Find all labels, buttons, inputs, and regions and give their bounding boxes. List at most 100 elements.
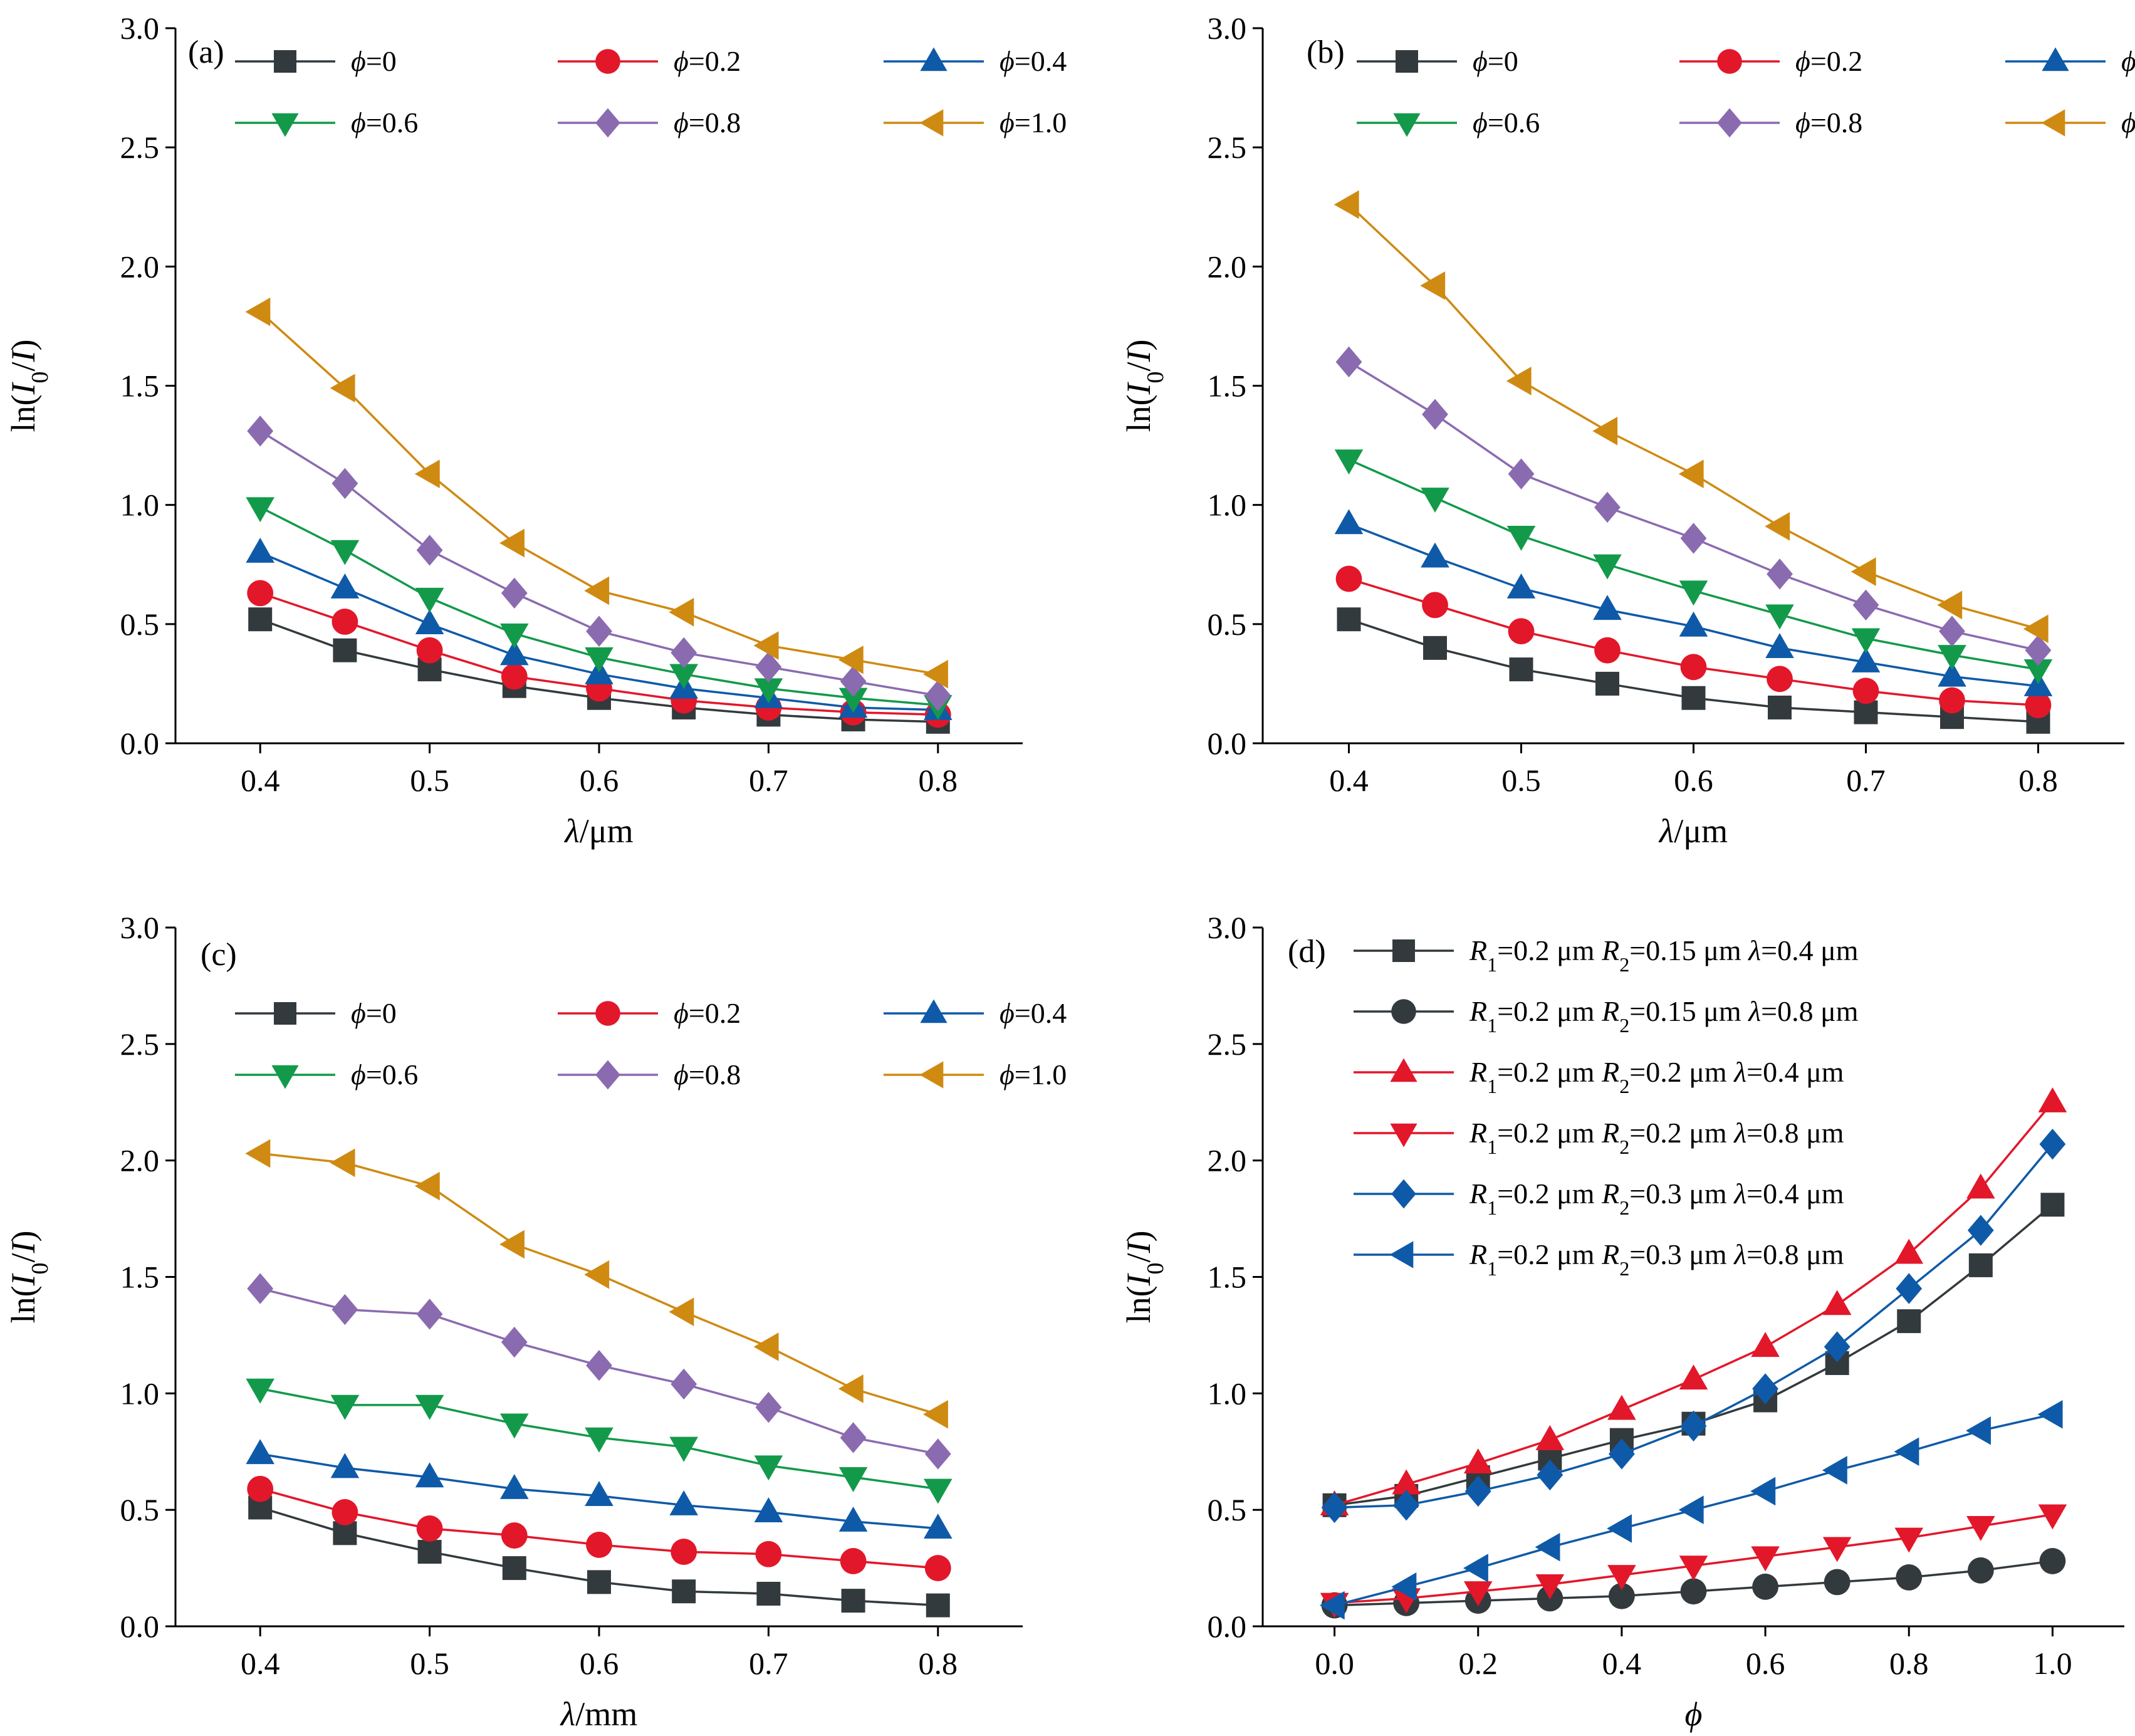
data-point	[1506, 367, 1532, 395]
data-point	[247, 1273, 274, 1304]
text-span: ln(	[4, 394, 42, 432]
data-point	[1937, 590, 1963, 620]
text-span: =0.15 μm	[1629, 934, 1748, 966]
legend-marker	[1392, 939, 1415, 962]
data-point	[1822, 1290, 1852, 1315]
text-span: =0	[1488, 45, 1518, 77]
data-point	[1851, 628, 1881, 654]
italic-symbol: λ	[1747, 934, 1761, 966]
x-tick-label: 0.8	[2018, 763, 2058, 798]
data-point	[1319, 1591, 1345, 1620]
legend-marker	[1391, 1179, 1416, 1209]
y-tick-label: 3.0	[1208, 910, 1247, 945]
data-point	[500, 1473, 529, 1499]
text-span: =0	[366, 997, 397, 1029]
legend-label: ϕ=0.4	[1000, 45, 1067, 77]
data-point	[1894, 1437, 1919, 1467]
data-point	[246, 497, 274, 523]
data-point	[1852, 677, 1879, 704]
data-series	[246, 537, 953, 720]
legend-label: ϕ=0.2	[1795, 45, 1862, 77]
data-point	[1335, 565, 1362, 592]
data-point	[1464, 1475, 1491, 1507]
data-point	[1765, 512, 1790, 541]
y-tick-label: 1.0	[1208, 488, 1247, 523]
subscript: 2	[1619, 1136, 1629, 1158]
data-point	[1751, 1546, 1780, 1572]
italic-symbol: R	[1469, 934, 1487, 966]
data-point	[1679, 580, 1708, 606]
data-point	[1537, 1459, 1563, 1491]
legend-marker	[274, 1002, 296, 1025]
italic-symbol: ϕ	[1685, 1695, 1703, 1733]
data-point	[501, 1522, 528, 1549]
italic-symbol: R	[1469, 1056, 1487, 1088]
x-tick-label: 1.0	[2033, 1646, 2072, 1681]
data-point	[669, 1297, 694, 1327]
data-point	[415, 587, 444, 613]
data-point	[414, 1171, 440, 1201]
text-span: /	[1120, 362, 1157, 372]
data-point	[501, 663, 528, 690]
legend-label: ϕ=0	[351, 997, 397, 1029]
data-point	[671, 1368, 697, 1400]
legend-label: ϕ=0.2	[674, 997, 741, 1029]
text-span: =0.2	[1810, 45, 1862, 77]
data-point	[500, 623, 529, 649]
text-span: =0.6	[1488, 107, 1540, 139]
data-point	[1463, 1581, 1493, 1606]
data-point	[1765, 633, 1794, 659]
text-span: /μm	[580, 812, 634, 850]
data-point	[499, 1230, 525, 1259]
italic-symbol: ϕ	[1795, 45, 1810, 77]
legend-label: ϕ=0.6	[1473, 107, 1540, 139]
italic-symbol: λ	[560, 1695, 575, 1733]
text-span: ln(	[4, 1285, 42, 1323]
data-point	[1851, 647, 1881, 672]
data-point	[924, 1478, 953, 1504]
data-point	[246, 1378, 274, 1404]
x-tick-label: 0.4	[241, 763, 280, 798]
data-point	[1509, 657, 1533, 682]
x-tick-label: 0.5	[1501, 763, 1541, 798]
text-span: =0.2 μm	[1497, 995, 1602, 1027]
data-point	[247, 580, 274, 607]
data-point	[584, 576, 610, 605]
data-point	[1894, 1238, 1924, 1264]
italic-symbol: I	[1120, 1272, 1157, 1286]
y-tick-label: 1.5	[120, 369, 160, 404]
data-point	[1750, 1477, 1776, 1506]
data-point	[669, 1490, 698, 1515]
italic-symbol: ϕ	[674, 997, 689, 1029]
data-series	[247, 416, 951, 711]
legend-label: ϕ=0.6	[351, 107, 418, 139]
data-point	[924, 1555, 951, 1581]
y-tick-label: 0.5	[1208, 1492, 1247, 1527]
data-point	[1896, 1273, 1923, 1304]
data-point	[924, 680, 951, 711]
data-point	[247, 1475, 274, 1502]
data-point	[1679, 1556, 1708, 1581]
legend-label: ϕ=0.8	[1795, 107, 1862, 139]
text-span: =1.0	[1015, 107, 1067, 139]
x-tick-label: 0.6	[1746, 1646, 1785, 1681]
italic-symbol: λ	[1733, 1056, 1746, 1088]
italic-symbol: I	[4, 1272, 42, 1286]
data-point	[838, 688, 868, 713]
data-point	[1678, 1495, 1704, 1524]
data-point	[841, 1589, 865, 1613]
y-tick-label: 3.0	[120, 11, 160, 46]
data-point	[2037, 1399, 2063, 1429]
data-point	[1506, 573, 1536, 599]
x-axis-label: λ/mm	[560, 1695, 637, 1733]
legend-label: R1=0.2 μm R2=0.2 μm λ=0.8 μm	[1469, 1117, 1844, 1158]
x-tick-label: 0.6	[580, 763, 619, 798]
y-axis-label: ln(I0/I)	[1120, 340, 1169, 432]
text-span: /	[4, 362, 42, 372]
italic-symbol: ϕ	[351, 1059, 366, 1090]
data-point	[416, 535, 443, 566]
text-span: ln(	[1120, 1285, 1157, 1323]
italic-symbol: λ	[1658, 812, 1674, 850]
data-series	[246, 497, 953, 720]
